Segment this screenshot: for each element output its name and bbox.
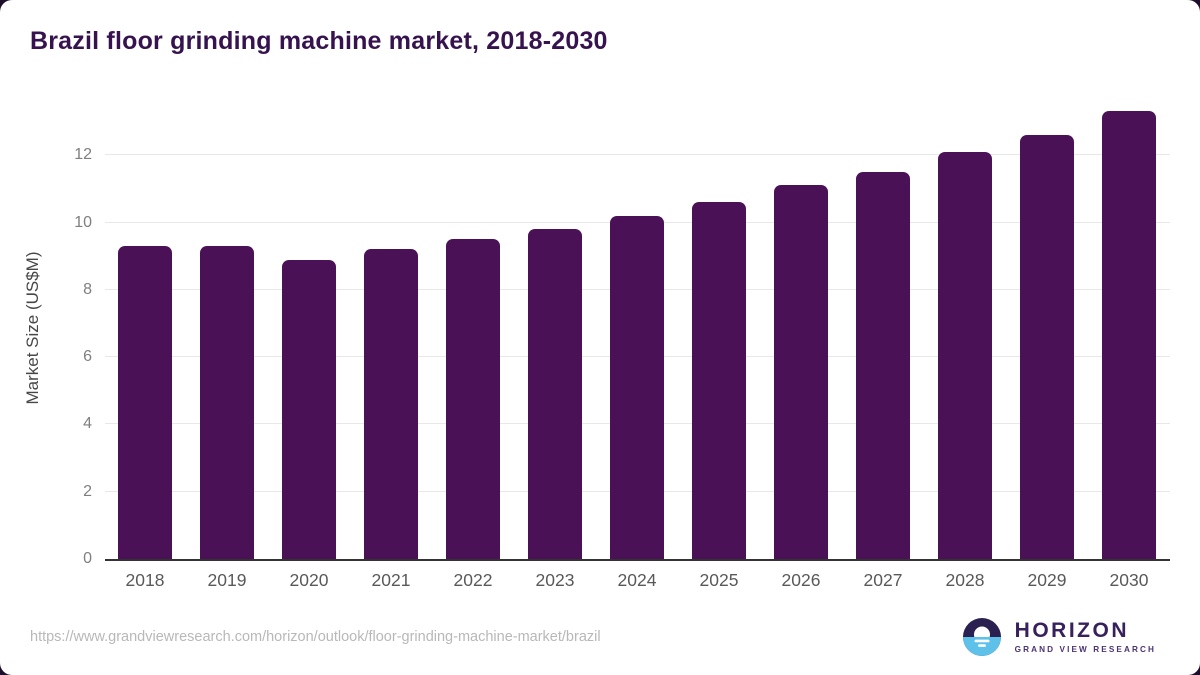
- horizon-logo-subtitle: GRAND VIEW RESEARCH: [1014, 645, 1156, 655]
- bar-2018: [118, 246, 172, 559]
- y-tick-label: 2: [83, 482, 92, 500]
- x-tick-label: 2021: [371, 570, 411, 590]
- bar-2020: [282, 259, 336, 559]
- bar-2019: [200, 246, 254, 559]
- bar-2027: [856, 172, 910, 559]
- x-tick-label: 2025: [699, 570, 739, 590]
- bar-2024: [610, 215, 664, 559]
- gridline: [105, 154, 1170, 156]
- x-axis-tick-labels: 2018 2019 2020 2021 2022 2023 2024 2025 2026 2027…: [105, 570, 1170, 596]
- y-tick-label: 4: [83, 415, 92, 433]
- horizon-logo-name: HORIZON: [1014, 618, 1129, 642]
- x-tick-label: 2027: [863, 570, 903, 590]
- x-tick-label: 2018: [125, 570, 165, 590]
- x-tick-label: 2023: [535, 570, 575, 590]
- y-tick-label: 10: [74, 213, 92, 231]
- x-tick-label: 2020: [289, 570, 329, 590]
- horizon-sunrise-icon: [962, 618, 1001, 656]
- horizon-logo: HORIZON GRAND VIEW RESEARCH: [962, 617, 1156, 657]
- bar-2030: [1102, 111, 1156, 559]
- plot-area: [105, 99, 1170, 561]
- chart-title: Brazil floor grinding machine market, 20…: [30, 27, 608, 55]
- bar-2028: [938, 151, 992, 559]
- bar-2029: [1020, 135, 1074, 559]
- x-tick-label: 2019: [207, 570, 247, 590]
- source-url: https://www.grandviewresearch.com/horizo…: [30, 629, 601, 645]
- y-axis-title: Market Size (US$M): [23, 251, 42, 405]
- x-tick-label: 2024: [617, 570, 657, 590]
- x-tick-label: 2030: [1109, 570, 1149, 590]
- bar-2021: [364, 249, 418, 559]
- x-tick-label: 2028: [945, 570, 985, 590]
- bar-2023: [528, 229, 582, 559]
- x-tick-label: 2029: [1027, 570, 1067, 590]
- y-tick-label: 12: [74, 146, 92, 164]
- y-axis-tick-labels: 0 2 4 6 8 10 12: [60, 99, 92, 567]
- bar-2022: [446, 239, 500, 559]
- bar-2026: [774, 185, 828, 559]
- horizon-logo-text: HORIZON GRAND VIEW RESEARCH: [1014, 618, 1156, 655]
- y-tick-label: 6: [83, 348, 92, 366]
- x-tick-label: 2022: [453, 570, 493, 590]
- y-tick-label: 0: [83, 550, 92, 567]
- y-tick-label: 8: [83, 280, 92, 298]
- bar-2025: [692, 202, 746, 559]
- x-tick-label: 2026: [781, 570, 821, 590]
